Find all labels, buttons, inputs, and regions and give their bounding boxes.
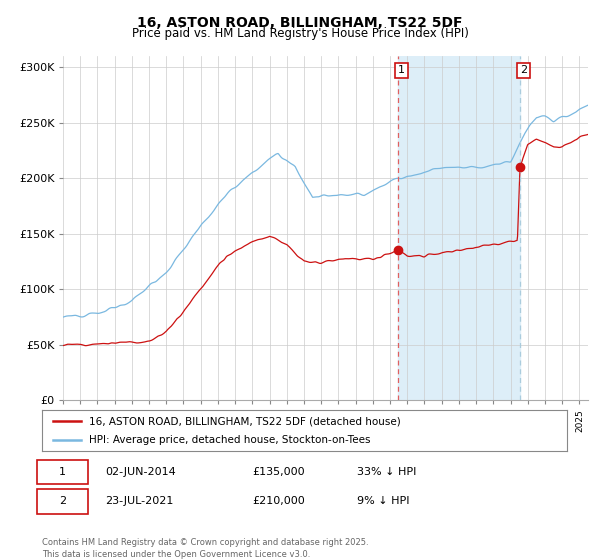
Text: 1: 1 (398, 66, 405, 76)
Text: 1: 1 (59, 467, 66, 477)
Text: 02-JUN-2014: 02-JUN-2014 (105, 467, 176, 477)
Text: £135,000: £135,000 (252, 467, 305, 477)
Text: Price paid vs. HM Land Registry's House Price Index (HPI): Price paid vs. HM Land Registry's House … (131, 27, 469, 40)
Text: HPI: Average price, detached house, Stockton-on-Tees: HPI: Average price, detached house, Stoc… (89, 435, 371, 445)
Text: £210,000: £210,000 (252, 496, 305, 506)
Text: 2: 2 (59, 496, 66, 506)
Text: 9% ↓ HPI: 9% ↓ HPI (357, 496, 409, 506)
Text: 23-JUL-2021: 23-JUL-2021 (105, 496, 173, 506)
Text: Contains HM Land Registry data © Crown copyright and database right 2025.
This d: Contains HM Land Registry data © Crown c… (42, 538, 368, 559)
Text: 16, ASTON ROAD, BILLINGHAM, TS22 5DF: 16, ASTON ROAD, BILLINGHAM, TS22 5DF (137, 16, 463, 30)
FancyBboxPatch shape (37, 489, 88, 514)
Text: 16, ASTON ROAD, BILLINGHAM, TS22 5DF (detached house): 16, ASTON ROAD, BILLINGHAM, TS22 5DF (de… (89, 417, 401, 426)
Text: 33% ↓ HPI: 33% ↓ HPI (357, 467, 416, 477)
Bar (398, 56, 520, 400)
FancyBboxPatch shape (37, 460, 88, 484)
Text: 2: 2 (520, 66, 527, 76)
